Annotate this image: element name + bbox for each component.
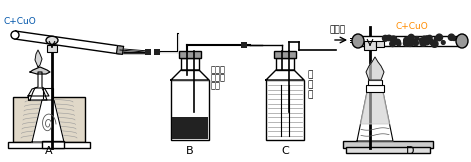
Bar — [172, 117, 208, 139]
Circle shape — [429, 39, 434, 44]
Circle shape — [415, 37, 419, 40]
Bar — [145, 49, 151, 55]
Polygon shape — [32, 100, 64, 142]
Circle shape — [409, 39, 415, 45]
Bar — [13, 97, 85, 142]
Circle shape — [431, 40, 438, 47]
Ellipse shape — [46, 36, 58, 44]
Circle shape — [385, 36, 390, 40]
Circle shape — [407, 40, 414, 46]
Text: 液: 液 — [307, 90, 312, 99]
Polygon shape — [366, 57, 384, 80]
Circle shape — [404, 39, 410, 45]
Circle shape — [390, 36, 397, 42]
Circle shape — [452, 37, 456, 40]
Bar — [171, 80, 209, 140]
Ellipse shape — [456, 34, 468, 48]
Text: 溶: 溶 — [307, 80, 312, 89]
Bar — [376, 41, 384, 47]
Text: B: B — [186, 146, 194, 156]
Circle shape — [427, 35, 432, 40]
Bar — [154, 49, 160, 55]
Polygon shape — [30, 88, 47, 100]
Circle shape — [390, 41, 395, 46]
Bar — [368, 80, 382, 85]
Text: 某气体: 某气体 — [330, 25, 346, 34]
Polygon shape — [171, 70, 209, 80]
Text: C+CuO: C+CuO — [395, 22, 428, 31]
Circle shape — [441, 41, 445, 44]
Circle shape — [420, 40, 423, 43]
Circle shape — [382, 35, 388, 41]
Bar — [364, 41, 376, 50]
Circle shape — [426, 41, 429, 44]
Text: C+CuO: C+CuO — [4, 17, 37, 26]
Ellipse shape — [11, 31, 19, 39]
Circle shape — [413, 39, 418, 45]
Circle shape — [393, 37, 397, 40]
Circle shape — [395, 39, 400, 44]
Bar — [366, 85, 384, 92]
Text: 氯化钒: 氯化钒 — [211, 73, 226, 82]
Bar — [179, 51, 201, 58]
Bar — [359, 36, 461, 46]
Ellipse shape — [352, 34, 364, 48]
Bar — [47, 45, 57, 52]
Circle shape — [404, 40, 409, 46]
Polygon shape — [116, 46, 123, 54]
Text: A: A — [45, 146, 53, 156]
Text: 某: 某 — [307, 70, 312, 79]
Circle shape — [448, 34, 455, 40]
Bar — [276, 58, 294, 70]
Circle shape — [419, 38, 422, 41]
Circle shape — [392, 40, 397, 44]
Bar — [42, 141, 64, 148]
Circle shape — [386, 35, 392, 41]
Circle shape — [434, 37, 438, 40]
Bar — [274, 51, 296, 58]
Polygon shape — [28, 72, 49, 96]
Circle shape — [425, 36, 429, 39]
Circle shape — [420, 39, 427, 46]
Bar — [266, 80, 304, 140]
Polygon shape — [266, 70, 304, 80]
Text: C: C — [281, 146, 289, 156]
Circle shape — [397, 41, 401, 46]
Polygon shape — [35, 50, 42, 67]
Polygon shape — [15, 31, 121, 54]
Bar — [343, 141, 433, 148]
Circle shape — [436, 34, 443, 41]
Circle shape — [427, 40, 430, 43]
Text: D: D — [406, 146, 414, 156]
Bar — [43, 88, 53, 100]
Bar — [28, 95, 49, 100]
Bar — [346, 147, 430, 153]
Circle shape — [422, 36, 427, 41]
Circle shape — [404, 37, 410, 44]
Polygon shape — [360, 92, 390, 124]
Circle shape — [407, 40, 413, 45]
Polygon shape — [30, 67, 50, 74]
Text: 湿润的: 湿润的 — [211, 65, 226, 74]
Bar — [241, 42, 247, 48]
Text: 试纸: 试纸 — [211, 81, 221, 90]
Circle shape — [425, 41, 429, 45]
Polygon shape — [32, 100, 64, 142]
Circle shape — [408, 34, 414, 40]
Polygon shape — [357, 92, 393, 141]
Bar — [181, 58, 199, 70]
Bar — [8, 142, 90, 148]
Circle shape — [414, 41, 418, 46]
